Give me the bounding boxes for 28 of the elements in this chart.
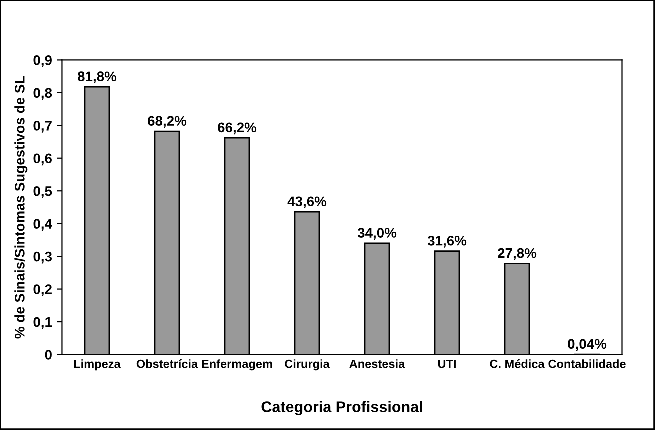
x-tick-label: Limpeza [74,360,121,371]
y-tick-label: 0,1 [34,317,52,330]
y-axis-title: % de Sinais/Sintomas Sugestivos de SL [14,76,28,339]
x-tick-label: UTI [438,360,456,368]
data-label: 68,2% [148,116,187,128]
y-tick-label: 0,2 [34,284,52,296]
y-tick-label: 0,4 [34,219,52,232]
x-tick-label: Cirurgia [285,360,330,371]
data-label: 81,8% [78,72,117,84]
x-tick-label: Anestesia [350,360,406,368]
y-tick-label: 0 [45,350,52,360]
x-tick-label: Enfermagem [202,360,272,371]
data-label: 27,8% [498,248,537,260]
data-label: 34,0% [358,228,397,240]
y-tick-label: 0,7 [34,120,52,133]
x-tick-label: Obstetrícia [136,360,198,368]
data-label: 31,6% [428,236,467,248]
data-label: 43,6% [288,196,327,209]
y-tick-label: 0,9 [34,56,52,68]
y-tick-label: 0,3 [34,252,52,264]
data-label: 0,04% [568,339,607,352]
data-label: 66,2% [218,122,257,135]
x-tick-label: C. Médica [490,360,545,368]
y-tick-label: 0,8 [34,88,52,100]
x-axis-title: Categoria Profissional [262,401,422,416]
y-tick-label: 0,6 [34,154,52,166]
x-tick-label: Contabilidade [548,360,626,368]
y-tick-label: 0,5 [34,186,52,198]
